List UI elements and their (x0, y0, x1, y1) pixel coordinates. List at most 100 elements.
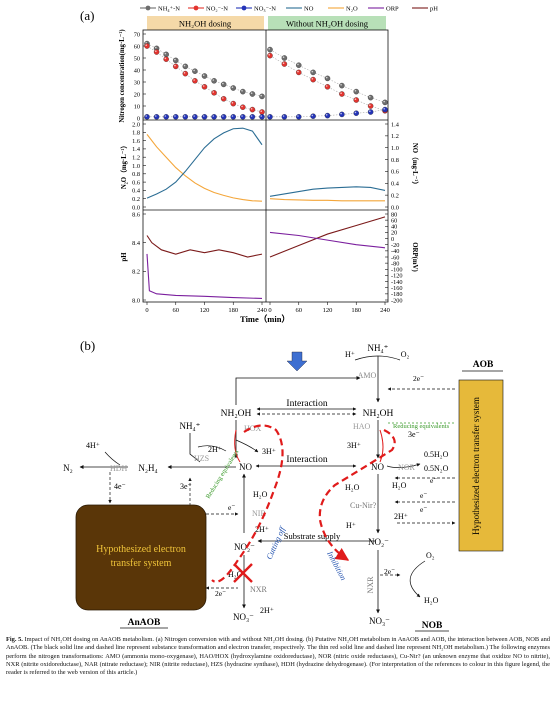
cu-nir-label: Cu-Nir? (350, 501, 377, 510)
y-tick-label: 2.0 (132, 121, 140, 128)
data-point (240, 88, 246, 95)
four-h: 4H⁺ (86, 441, 100, 450)
h2o-right-2: H₂O (392, 481, 407, 490)
data-point-highlight (268, 115, 271, 117)
y-tick-label: 1.4 (132, 146, 141, 153)
y2-tick-label: -200 (391, 297, 403, 304)
data-point (310, 113, 316, 119)
data-point (192, 78, 198, 84)
data-point-highlight (369, 104, 371, 106)
y-tick-label: 1.8 (132, 130, 140, 137)
y-tick-label: 10 (134, 103, 140, 110)
y2-tick-label: -180 (391, 291, 403, 298)
data-point-highlight (222, 82, 224, 85)
y-tick-label: 50 (134, 55, 140, 62)
data-point-highlight (174, 64, 176, 67)
data-point-highlight (311, 114, 314, 117)
y2-tick-label: 40 (391, 224, 397, 231)
data-point (281, 114, 288, 120)
y2-tick-label: 0.6 (391, 169, 399, 176)
legend-entry: NO₃⁻-N (254, 6, 276, 13)
y-tick-label: 1.2 (132, 155, 140, 162)
x-tick-label: 240 (257, 307, 267, 314)
nor-arrow (386, 463, 421, 468)
y-tick-label: 8.6 (132, 211, 140, 218)
hdh-4h-curve (104, 451, 121, 466)
data-point (211, 78, 217, 84)
x-tick-label: 120 (200, 307, 210, 314)
inhibition-loop (318, 429, 396, 561)
etc-right-box (458, 379, 504, 552)
amo-label: AMO (358, 371, 377, 380)
y2-tick-label: 0.4 (391, 181, 400, 188)
y2-tick-label: -60 (391, 254, 399, 261)
data-point-highlight (202, 115, 205, 117)
data-point (153, 49, 160, 55)
data-point (259, 114, 265, 120)
h-plus-top: H⁺ (345, 350, 355, 359)
data-point-highlight (282, 62, 285, 64)
data-point (295, 114, 302, 120)
data-point-highlight (282, 115, 285, 117)
hzs-2h-curve (197, 445, 227, 452)
data-point (324, 75, 331, 82)
legend-entry: NH₄⁺-N (158, 6, 180, 13)
y2-axis-title: ORP(mV) (411, 242, 418, 271)
data-point (192, 68, 198, 74)
axes: 0 10 20 30 40 50 60 70 Nitrogen concentration(mg… (119, 29, 419, 314)
data-point-highlight (154, 50, 157, 52)
data-point (172, 63, 179, 70)
data-point-highlight (340, 84, 342, 86)
two-h-right: 2H⁺ (394, 512, 408, 521)
data-point-highlight (202, 74, 205, 76)
x-tick-label: 120 (323, 307, 333, 314)
data-point (339, 111, 345, 118)
data-point-highlight (383, 100, 386, 103)
two-e-top: 2e⁻ (413, 374, 424, 383)
y-tick-label: 30 (134, 79, 140, 86)
data-point (249, 114, 256, 120)
y2-tick-label: 20 (391, 230, 397, 237)
figure-caption: Fig. 5. Impact of NH₂OH dosing on AnAOB … (6, 636, 550, 677)
y-tick-label: 1.0 (132, 163, 140, 170)
y-tick-label: 8.2 (132, 269, 140, 276)
y2-tick-label: 0.2 (391, 192, 399, 199)
o2-top: O₂ (401, 350, 410, 359)
x-tick-label: 60 (296, 307, 303, 314)
data-point (339, 91, 345, 97)
legend-entry: ORP (386, 6, 399, 13)
data-point (295, 69, 302, 76)
data-point (382, 106, 388, 113)
data-point-highlight (164, 52, 167, 55)
x-tick-label: 0 (145, 307, 148, 314)
y-tick-label: 0.8 (132, 171, 140, 178)
data-point (211, 90, 217, 96)
caption-text: Impact of NH₂OH dosing on AnAOB metaboli… (6, 636, 550, 677)
data-point (163, 56, 169, 62)
two-e-right: 2e⁻ (384, 567, 395, 576)
y-tick-label: 70 (134, 31, 140, 38)
e-right-2: e⁻ (420, 491, 427, 500)
y-tick-label: 40 (134, 67, 140, 74)
data-point-highlight (154, 46, 157, 49)
data-point (201, 73, 208, 79)
y2-tick-label: 1.4 (391, 121, 400, 128)
no3-left: NO₃⁻ (233, 612, 254, 622)
legend: NH₄⁺-N NO₂⁻-N NO₃⁻-N NO N₂O ORP pH (140, 6, 438, 13)
data-point-highlight (297, 63, 299, 66)
interaction-1: Interaction (286, 399, 327, 409)
data-point-highlight (250, 108, 253, 110)
hox-label: HOX (244, 424, 262, 433)
data-point (163, 51, 169, 58)
data-point-highlight (325, 114, 328, 116)
data-point-highlight (193, 115, 195, 117)
data-point-highlight (183, 64, 186, 67)
no-left: NO (239, 462, 252, 472)
data-point (240, 114, 246, 120)
legend-entry: NO (304, 6, 314, 13)
x-tick-label: 180 (228, 307, 238, 314)
data-point (182, 63, 189, 70)
series-line (269, 198, 385, 202)
nob-title: NOB (422, 621, 443, 631)
data-point (367, 103, 374, 109)
